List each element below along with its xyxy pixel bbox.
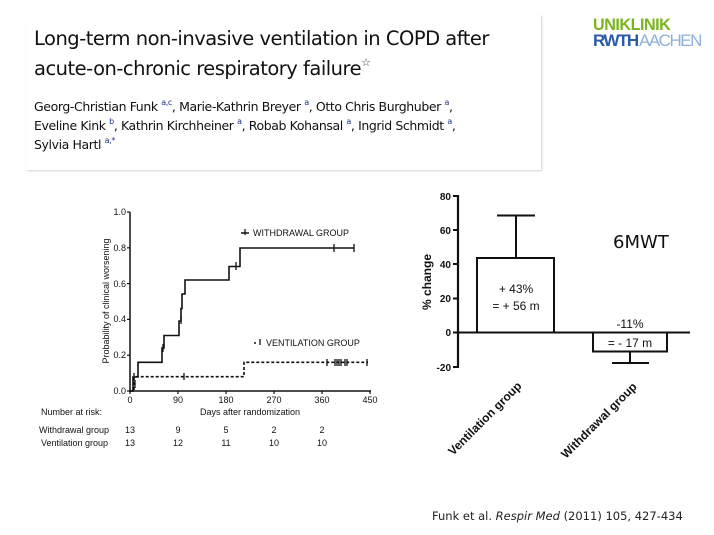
logo-rwth: RWTH [593, 31, 639, 50]
km-x-tick: 180 [218, 395, 233, 405]
km-legend-withdrawal: WITHDRAWAL GROUP [241, 228, 349, 238]
bar-withdrawal-pct: -11% [616, 317, 643, 331]
at-risk-value: 2 [271, 425, 276, 435]
km-x-tick: 270 [266, 395, 281, 405]
at-risk-label: Number at risk: [41, 407, 102, 417]
bar-y-tick: 20 [440, 294, 452, 305]
bar-withdrawal-meters: = - 17 m [608, 336, 652, 350]
km-y-label: Probability of clinical worsening [101, 238, 111, 363]
km-y-tick: 0.2 [113, 350, 126, 360]
at-risk-value: 5 [223, 425, 228, 435]
km-y-tick: 0.4 [113, 314, 126, 324]
logo-aachen: AACHEN [639, 31, 702, 50]
at-risk-row-label: Withdrawal group [39, 425, 109, 435]
bar-y-tick: 40 [440, 260, 452, 271]
km-x-tick: 90 [173, 395, 183, 405]
number-at-risk-table: Number at risk: Withdrawal group Ventila… [39, 407, 327, 448]
title-line-1: Long-term non-invasive ventilation in CO… [34, 27, 489, 50]
logo-line-1: UNIKLINIK [593, 15, 671, 34]
km-chart: 0.0 0.2 0.4 0.6 0.8 1.0 0 90 180 270 360… [39, 207, 378, 448]
author-list: Georg-Christian Funk a,c, Marie-Kathrin … [34, 97, 544, 154]
author: Marie-Kathrin Breyer a, [179, 98, 316, 115]
citation-details: (2011) 105, 427-434 [563, 509, 683, 523]
citation: Funk et al. Respir Med (2011) 105, 427-4… [432, 509, 683, 523]
author: Georg-Christian Funk a,c, [34, 98, 180, 115]
at-risk-value: 11 [221, 438, 230, 448]
author: Ingrid Schmidt a, [358, 117, 456, 134]
bar-chart-title: 6MWT [613, 232, 670, 253]
citation-authors: Funk et al. [432, 509, 493, 523]
at-risk-value: 13 [125, 438, 135, 448]
uniklinik-rwth-logo: UNIKLINIK RWTH AACHEN [593, 15, 713, 55]
km-legend-ventilation: VENTILATION GROUP [254, 338, 360, 348]
bar-y-tick: -20 [437, 363, 452, 374]
bar-category-label: Withdrawal group [558, 380, 639, 461]
at-risk-value: 13 [125, 425, 135, 435]
paper-header-box: Long-term non-invasive ventilation in CO… [26, 15, 541, 170]
paper-title: Long-term non-invasive ventilation in CO… [34, 27, 544, 81]
bar-chart-6mwt: 80 60 40 20 0 -20 % change + 43% = + 56 … [420, 192, 690, 461]
km-x-label: Days after randomization [200, 407, 300, 417]
km-legend-withdrawal-label: WITHDRAWAL GROUP [253, 228, 349, 238]
km-ventilation-line [130, 361, 368, 392]
km-legend-ventilation-label: VENTILATION GROUP [266, 338, 360, 348]
bar-ventilation-pct: + 43% [499, 282, 534, 296]
author: Kathrin Kirchheiner a, [120, 117, 249, 134]
bar-category-label: Ventilation group [445, 379, 524, 458]
km-y-tick: 0.6 [113, 279, 126, 289]
km-x-tick: 0 [127, 395, 132, 405]
author: Robab Kohansal a, [248, 117, 359, 134]
author: Otto Chris Burghuber a, [315, 98, 453, 115]
km-withdrawal-censor-marks [133, 244, 355, 381]
km-x-tick: 360 [314, 395, 329, 405]
bar-y-tick: 60 [440, 226, 452, 237]
km-x-tick: 450 [362, 395, 377, 405]
bar-y-tick: 0 [445, 328, 451, 339]
km-y-tick: 1.0 [113, 207, 126, 217]
at-risk-value: 10 [269, 438, 279, 448]
at-risk-value: 9 [175, 425, 180, 435]
km-y-tick: 0.8 [113, 243, 126, 253]
at-risk-value: 10 [317, 438, 327, 448]
at-risk-value: 2 [319, 425, 324, 435]
author: Eveline Kink b, [34, 117, 121, 134]
bar-y-label: % change [420, 254, 434, 310]
bar-ventilation [476, 257, 555, 334]
bar-y-tick: 80 [440, 192, 452, 203]
bar-ventilation-meters: = + 56 m [492, 299, 539, 313]
citation-journal: Respir Med [495, 509, 560, 523]
km-ventilation-censor-marks [134, 359, 368, 388]
at-risk-row-label: Ventilation group [41, 438, 108, 448]
km-withdrawal-line [130, 247, 354, 392]
at-risk-value: 12 [173, 438, 183, 448]
km-y-tick: 0.0 [113, 386, 126, 396]
title-line-2: acute-on-chronic respiratory failure [34, 57, 362, 80]
star-icon: ☆ [361, 56, 371, 69]
author: Sylvia Hartl a,* [34, 136, 115, 153]
